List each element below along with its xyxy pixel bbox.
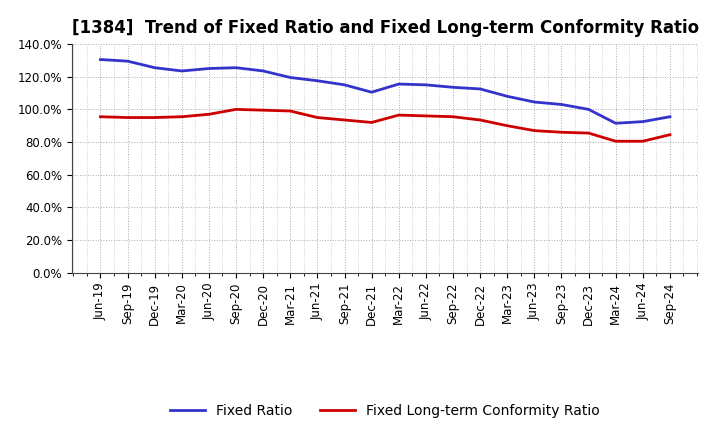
- Line: Fixed Ratio: Fixed Ratio: [101, 59, 670, 123]
- Fixed Long-term Conformity Ratio: [286, 108, 294, 114]
- Fixed Long-term Conformity Ratio: [611, 139, 620, 144]
- Fixed Long-term Conformity Ratio: [313, 115, 322, 120]
- Fixed Long-term Conformity Ratio: [639, 139, 647, 144]
- Fixed Ratio: [665, 114, 674, 119]
- Fixed Long-term Conformity Ratio: [341, 117, 349, 123]
- Line: Fixed Long-term Conformity Ratio: Fixed Long-term Conformity Ratio: [101, 110, 670, 141]
- Fixed Ratio: [96, 57, 105, 62]
- Fixed Long-term Conformity Ratio: [476, 117, 485, 123]
- Fixed Long-term Conformity Ratio: [421, 113, 430, 118]
- Fixed Long-term Conformity Ratio: [123, 115, 132, 120]
- Fixed Ratio: [557, 102, 566, 107]
- Fixed Long-term Conformity Ratio: [259, 107, 268, 113]
- Fixed Ratio: [421, 82, 430, 88]
- Fixed Long-term Conformity Ratio: [665, 132, 674, 137]
- Fixed Ratio: [150, 65, 159, 70]
- Fixed Ratio: [503, 94, 511, 99]
- Fixed Long-term Conformity Ratio: [367, 120, 376, 125]
- Fixed Long-term Conformity Ratio: [557, 130, 566, 135]
- Legend: Fixed Ratio, Fixed Long-term Conformity Ratio: Fixed Ratio, Fixed Long-term Conformity …: [165, 399, 606, 424]
- Fixed Long-term Conformity Ratio: [530, 128, 539, 133]
- Fixed Long-term Conformity Ratio: [204, 112, 213, 117]
- Fixed Ratio: [395, 81, 403, 87]
- Fixed Ratio: [611, 121, 620, 126]
- Fixed Long-term Conformity Ratio: [96, 114, 105, 119]
- Fixed Long-term Conformity Ratio: [232, 107, 240, 112]
- Fixed Ratio: [232, 65, 240, 70]
- Fixed Ratio: [639, 119, 647, 124]
- Fixed Long-term Conformity Ratio: [395, 113, 403, 118]
- Fixed Long-term Conformity Ratio: [503, 123, 511, 128]
- Fixed Ratio: [178, 68, 186, 73]
- Title: [1384]  Trend of Fixed Ratio and Fixed Long-term Conformity Ratio: [1384] Trend of Fixed Ratio and Fixed Lo…: [71, 19, 699, 37]
- Fixed Long-term Conformity Ratio: [150, 115, 159, 120]
- Fixed Ratio: [584, 107, 593, 112]
- Fixed Ratio: [286, 75, 294, 80]
- Fixed Long-term Conformity Ratio: [178, 114, 186, 119]
- Fixed Ratio: [204, 66, 213, 71]
- Fixed Ratio: [530, 99, 539, 105]
- Fixed Ratio: [259, 68, 268, 73]
- Fixed Long-term Conformity Ratio: [584, 130, 593, 136]
- Fixed Long-term Conformity Ratio: [449, 114, 457, 119]
- Fixed Ratio: [313, 78, 322, 84]
- Fixed Ratio: [367, 90, 376, 95]
- Fixed Ratio: [476, 86, 485, 92]
- Fixed Ratio: [449, 84, 457, 90]
- Fixed Ratio: [341, 82, 349, 88]
- Fixed Ratio: [123, 59, 132, 64]
